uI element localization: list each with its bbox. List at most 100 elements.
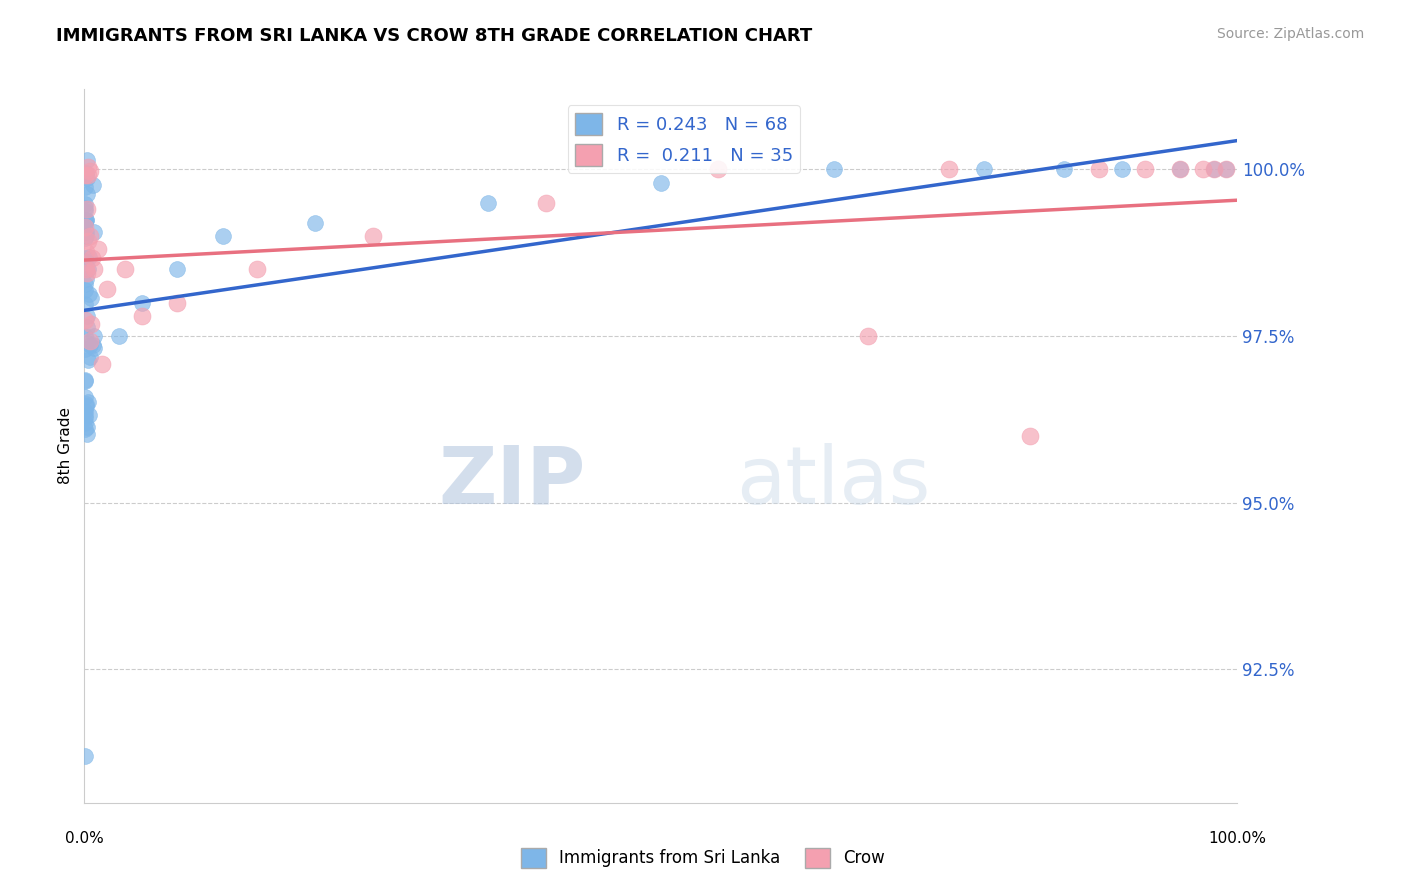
Point <box>75 272 97 286</box>
Text: IMMIGRANTS FROM SRI LANKA VS CROW 8TH GRADE CORRELATION CHART: IMMIGRANTS FROM SRI LANKA VS CROW 8TH GR… <box>56 27 813 45</box>
Point <box>76 320 98 334</box>
Point <box>83 341 105 355</box>
Point <box>73 204 96 219</box>
Point <box>77 353 100 368</box>
Point <box>73 201 96 215</box>
Point <box>73 374 96 388</box>
Point <box>114 262 136 277</box>
Point <box>77 251 100 265</box>
Point <box>131 295 153 310</box>
Point <box>1168 162 1191 177</box>
Point <box>75 166 97 180</box>
Point <box>75 422 97 436</box>
Point <box>1088 162 1111 177</box>
Point <box>73 254 96 268</box>
Point <box>938 162 960 177</box>
Text: Source: ZipAtlas.com: Source: ZipAtlas.com <box>1216 27 1364 41</box>
Text: atlas: atlas <box>735 442 931 521</box>
Point <box>75 245 97 260</box>
Point <box>82 338 104 352</box>
Point <box>83 262 105 277</box>
Point <box>707 162 730 177</box>
Point <box>73 313 96 327</box>
Point <box>477 195 499 210</box>
Point <box>79 351 101 365</box>
Point <box>77 261 100 276</box>
Point <box>75 225 97 239</box>
Point <box>73 404 96 418</box>
Legend: R = 0.243   N = 68, R =  0.211   N = 35: R = 0.243 N = 68, R = 0.211 N = 35 <box>568 105 800 173</box>
Point <box>1133 162 1156 177</box>
Point <box>823 162 845 177</box>
Point <box>166 295 188 310</box>
Point <box>73 168 96 182</box>
Point <box>76 160 98 174</box>
Point <box>76 170 98 185</box>
Point <box>75 213 97 227</box>
Point <box>1204 162 1226 177</box>
Point <box>75 373 97 387</box>
Point <box>73 277 96 291</box>
Legend: Immigrants from Sri Lanka, Crow: Immigrants from Sri Lanka, Crow <box>515 841 891 875</box>
Point <box>304 216 326 230</box>
Point <box>96 282 118 296</box>
Point <box>83 225 105 239</box>
Point <box>75 396 97 410</box>
Point <box>79 228 101 243</box>
Point <box>76 399 98 413</box>
Text: 100.0%: 100.0% <box>1208 831 1267 847</box>
Point <box>76 310 98 324</box>
Point <box>73 411 96 425</box>
Text: 0.0%: 0.0% <box>65 831 104 847</box>
Point <box>83 329 105 343</box>
Point <box>75 180 97 194</box>
Point <box>361 228 384 243</box>
Point <box>73 197 96 211</box>
Point <box>76 169 98 183</box>
Point <box>1053 162 1076 177</box>
Point <box>75 408 97 422</box>
Point <box>1111 162 1133 177</box>
Point <box>80 291 103 305</box>
Point <box>75 231 97 245</box>
Point <box>75 229 97 244</box>
Text: ZIP: ZIP <box>439 442 586 521</box>
Point <box>73 390 96 404</box>
Point <box>73 417 96 431</box>
Point <box>80 251 103 265</box>
Point <box>73 216 96 230</box>
Point <box>79 338 101 352</box>
Point <box>73 328 96 343</box>
Y-axis label: 8th Grade: 8th Grade <box>58 408 73 484</box>
Point <box>91 357 114 371</box>
Point <box>76 153 98 167</box>
Point <box>82 178 104 193</box>
Point <box>76 395 98 409</box>
Point <box>650 176 672 190</box>
Point <box>73 297 96 311</box>
Point <box>76 427 98 442</box>
Point <box>80 317 103 331</box>
Point <box>1168 162 1191 177</box>
Point <box>166 262 188 277</box>
Point <box>1215 162 1237 177</box>
Point <box>108 329 131 343</box>
Point <box>211 228 233 243</box>
Point <box>76 202 98 216</box>
Point <box>1215 162 1237 177</box>
Point <box>75 262 97 277</box>
Point <box>73 213 96 227</box>
Point <box>75 283 97 297</box>
Point <box>76 266 98 280</box>
Point <box>77 286 100 301</box>
Point <box>76 420 98 434</box>
Point <box>973 162 995 177</box>
Point <box>76 336 98 351</box>
Point <box>1018 429 1040 443</box>
Point <box>534 195 557 210</box>
Point <box>77 234 100 248</box>
Point <box>1191 162 1213 177</box>
Point <box>73 251 96 265</box>
Point <box>75 212 97 227</box>
Point <box>73 219 96 234</box>
